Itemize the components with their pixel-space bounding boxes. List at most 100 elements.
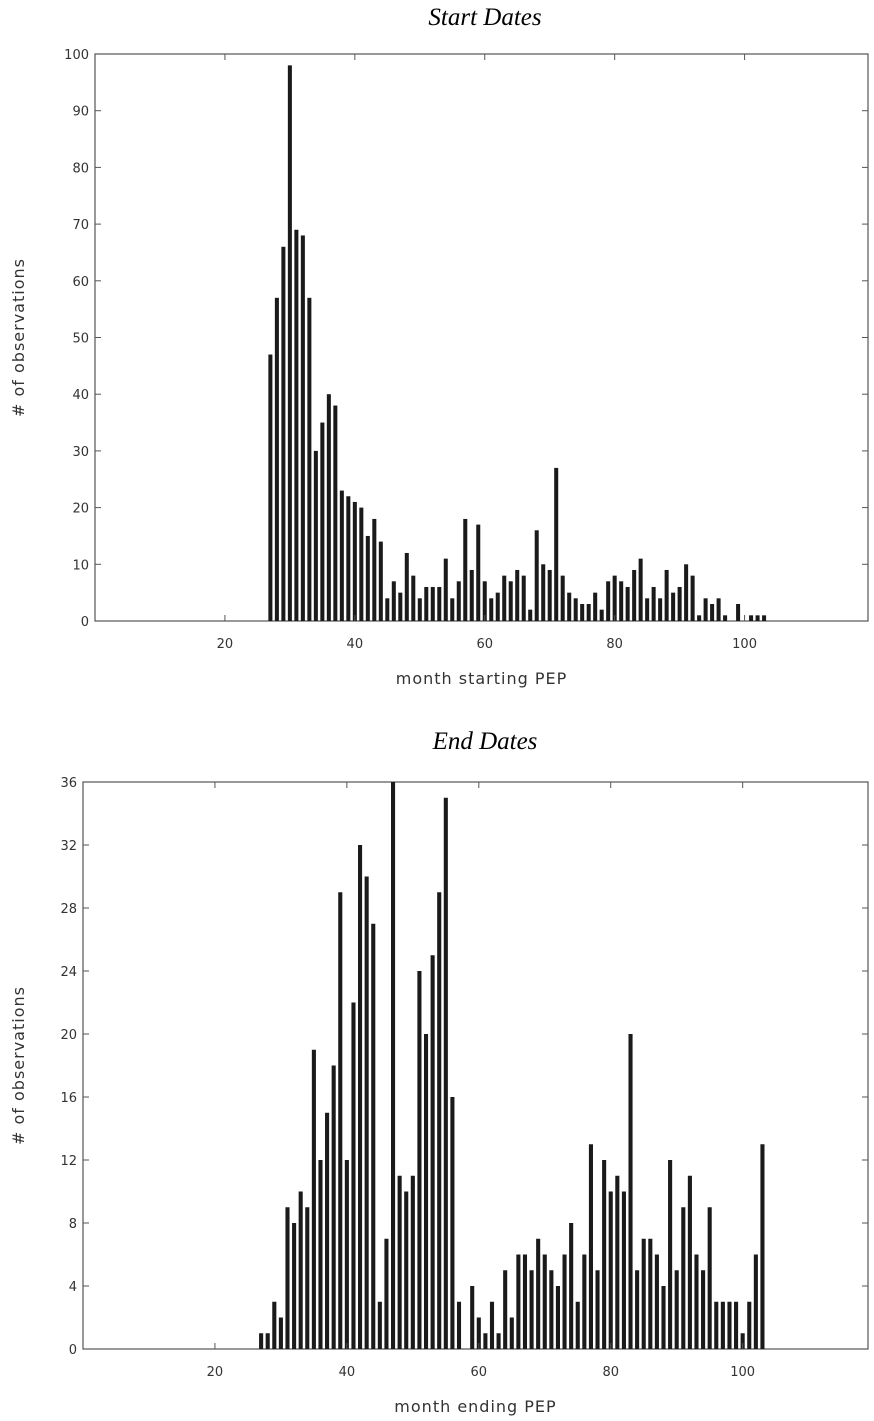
bar — [326, 394, 331, 621]
bar — [528, 609, 533, 621]
bar — [747, 1301, 752, 1349]
bar — [469, 569, 474, 621]
bar — [697, 615, 702, 621]
bar — [668, 1160, 673, 1349]
y-axis-label: # of observations — [9, 986, 28, 1145]
bar — [450, 1097, 455, 1349]
bar — [588, 1144, 593, 1349]
y-tick-label: 12 — [60, 1154, 77, 1169]
bar — [287, 65, 292, 622]
bar — [331, 1065, 336, 1349]
bar — [476, 1317, 481, 1349]
bar — [753, 1254, 758, 1349]
bar — [710, 603, 715, 621]
bar — [681, 1207, 686, 1349]
bar — [318, 1160, 323, 1349]
y-tick-label: 8 — [69, 1217, 77, 1232]
bar — [508, 581, 513, 621]
bar — [632, 569, 637, 621]
bar — [351, 1002, 356, 1349]
bar — [569, 1223, 574, 1349]
bar — [410, 1175, 415, 1349]
bar — [307, 297, 312, 621]
bar — [516, 1254, 521, 1349]
bar — [417, 971, 422, 1349]
y-tick-label: 0 — [69, 1343, 77, 1358]
bar — [339, 490, 344, 621]
bar — [612, 575, 617, 621]
bar — [365, 535, 370, 621]
bar — [456, 1301, 462, 1349]
bar — [352, 501, 357, 621]
bar — [641, 1238, 646, 1349]
bar — [483, 1333, 488, 1349]
bar — [651, 586, 656, 621]
bar — [430, 586, 435, 621]
plot-frame — [82, 781, 869, 1350]
y-tick-label: 20 — [60, 1028, 77, 1043]
bar — [489, 1301, 495, 1349]
y-tick-label: 60 — [72, 275, 89, 290]
x-axis-label: month starting PEP — [396, 669, 568, 688]
y-tick-label: 20 — [72, 502, 89, 517]
bar — [716, 598, 721, 621]
bar — [582, 1254, 587, 1349]
bar — [554, 467, 559, 621]
bar — [430, 955, 435, 1349]
y-tick-label: 32 — [60, 839, 77, 854]
bar — [701, 1270, 706, 1349]
bar — [608, 1191, 613, 1349]
y-axis-label: # of observations — [9, 258, 28, 417]
bar — [762, 615, 767, 621]
x-tick-label: 100 — [730, 1365, 755, 1380]
bar — [615, 1175, 620, 1349]
x-tick-label: 80 — [602, 1365, 619, 1380]
bar — [404, 552, 409, 621]
bar — [456, 581, 461, 621]
bar — [397, 1175, 402, 1349]
bar — [536, 1238, 541, 1349]
bar — [411, 575, 416, 621]
bar — [274, 297, 279, 621]
bar — [391, 581, 396, 621]
bar — [664, 569, 669, 621]
bar — [671, 592, 676, 621]
x-tick-label: 20 — [217, 637, 234, 652]
x-tick-label: 100 — [732, 637, 757, 652]
bar — [294, 229, 299, 621]
bar — [734, 1301, 739, 1349]
bar — [575, 1301, 580, 1349]
bar — [687, 1175, 692, 1349]
bar — [344, 1160, 349, 1349]
bar — [645, 598, 650, 621]
bar — [298, 1191, 303, 1349]
bar — [358, 845, 363, 1349]
bar — [417, 598, 422, 621]
bar — [658, 598, 663, 621]
bar — [755, 615, 760, 621]
y-tick-label: 100 — [64, 48, 89, 63]
bar — [586, 603, 591, 621]
bar — [628, 1034, 633, 1349]
bar — [555, 1286, 560, 1349]
bar — [305, 1207, 310, 1349]
bar — [311, 1049, 316, 1349]
bar — [443, 797, 448, 1349]
y-tick-label: 80 — [72, 161, 89, 176]
bar — [727, 1301, 732, 1349]
bar — [593, 592, 598, 621]
bar — [470, 1286, 475, 1349]
bar — [285, 1207, 290, 1349]
x-tick-label: 40 — [347, 637, 364, 652]
x-tick-label: 60 — [471, 1365, 488, 1380]
bar — [502, 575, 507, 621]
bar — [398, 592, 403, 621]
bar — [333, 405, 338, 621]
bar — [529, 1270, 534, 1349]
bar — [638, 558, 643, 621]
bar — [720, 1301, 725, 1349]
bar — [496, 1333, 501, 1349]
bar — [560, 575, 565, 621]
bar — [384, 1238, 389, 1349]
bar — [325, 1112, 330, 1349]
